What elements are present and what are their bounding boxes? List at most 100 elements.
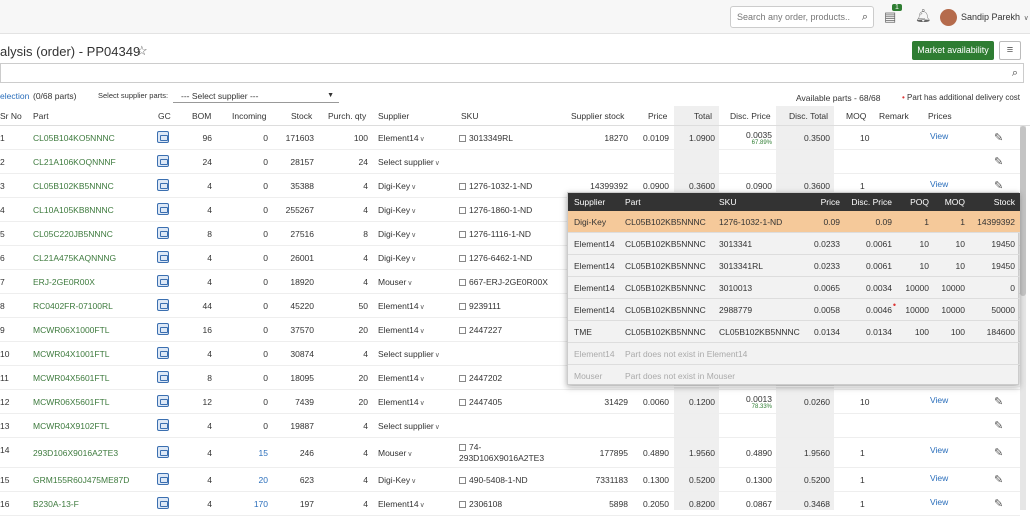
col-part[interactable]: Part [33, 111, 49, 121]
cart-icon[interactable]: ▤ [884, 9, 897, 24]
pencil-icon[interactable]: ✎ [994, 396, 1004, 408]
supplier-dropdown[interactable]: Element14∨ [378, 373, 425, 383]
supplier-dropdown[interactable]: Element14∨ [378, 397, 425, 407]
col-prices[interactable]: Prices [928, 111, 952, 121]
table-row[interactable]: 3 CL05B102KB5NNNC 4 0 35388 4 Digi-Key∨ 1276-10… [0, 174, 1020, 198]
table-search-input[interactable]: ⌕ [0, 63, 1024, 83]
supplier-dropdown[interactable]: Element14∨ [378, 499, 425, 509]
col-sku[interactable]: SKU [461, 111, 479, 121]
pencil-icon[interactable]: ✎ [994, 474, 1004, 486]
view-prices-link[interactable]: View [930, 395, 949, 405]
bell-icon[interactable]: 🔔︎ [915, 8, 932, 23]
col-disc-total[interactable]: Disc. Total [789, 111, 829, 121]
part-link[interactable]: B230A-13-F [33, 499, 79, 509]
gc-icon[interactable] [157, 131, 169, 143]
external-link-icon[interactable] [459, 375, 466, 382]
gc-icon[interactable] [157, 155, 169, 167]
supplier-select[interactable]: --- Select supplier --- ▼ [173, 89, 339, 103]
supplier-dropdown[interactable]: Digi-Key∨ [378, 181, 417, 191]
part-link[interactable]: 293D106X9016A2TE3 [33, 448, 119, 458]
col-stock[interactable]: Stock [291, 111, 313, 121]
col-supplier-stock[interactable]: Supplier stock [571, 111, 625, 121]
external-link-icon[interactable] [459, 135, 466, 142]
table-row[interactable]: 1 CL05B104KO5NNNC 96 0 171603 100 Element14∨ 30… [0, 126, 1020, 150]
part-link[interactable]: MCWR06X1000FTL [33, 325, 110, 335]
popup-row[interactable]: TME CL05B102KB5NNNC CL05B102KB5NNNC 0.0134 0… [568, 321, 1020, 343]
gc-icon[interactable] [157, 299, 169, 311]
purch-qty-value[interactable]: 4 [363, 448, 368, 458]
external-link-icon[interactable] [459, 207, 466, 214]
col-moq[interactable]: MOQ [846, 111, 867, 121]
part-link[interactable]: CL05B104KO5NNNC [33, 133, 115, 143]
purch-qty-value[interactable]: 4 [363, 277, 368, 287]
purch-qty-value[interactable]: 4 [363, 205, 368, 215]
gc-icon[interactable] [157, 347, 169, 359]
table-row[interactable]: 10 MCWR04X1001FTL 4 0 30874 4 Select supplier∨… [0, 342, 1020, 366]
incoming-value[interactable]: 170 [253, 499, 268, 509]
scrollbar-thumb[interactable] [1020, 126, 1026, 296]
purch-qty-value[interactable]: 24 [358, 157, 368, 167]
search-icon[interactable]: ⌕ [1011, 67, 1018, 79]
market-availability-button[interactable]: Market availability [912, 41, 994, 60]
external-link-icon[interactable] [459, 327, 466, 334]
part-link[interactable]: CL05B102KB5NNNC [33, 181, 114, 191]
view-prices-link[interactable]: View [930, 131, 949, 141]
gc-icon[interactable] [157, 251, 169, 263]
part-link[interactable]: CL10A105KB8NNNC [33, 205, 114, 215]
popup-row[interactable]: Element14 CL05B102KB5NNNC 3013341RL 0.0233 0… [568, 255, 1020, 277]
col-bom[interactable]: BOM [192, 111, 212, 121]
supplier-dropdown[interactable]: Mouser∨ [378, 448, 413, 458]
table-row[interactable]: 14 293D106X9016A2TE3 4 15 246 4 Mouser∨ 74-293D… [0, 438, 1020, 468]
purch-qty-value[interactable]: 4 [363, 421, 368, 431]
supplier-dropdown[interactable]: Select supplier∨ [378, 349, 440, 359]
supplier-dropdown[interactable]: Select supplier∨ [378, 157, 440, 167]
table-row[interactable]: 13 MCWR04X9102FTL 4 0 19887 4 Select supplier∨… [0, 414, 1020, 438]
col-price[interactable]: Price [648, 111, 668, 121]
external-link-icon[interactable] [459, 477, 466, 484]
search-icon[interactable]: ⌕ [861, 11, 868, 23]
table-row[interactable]: 12 MCWR06X5601FTL 12 0 7439 20 Element14∨ 24474… [0, 390, 1020, 414]
pencil-icon[interactable]: ✎ [994, 132, 1004, 144]
purch-qty-value[interactable]: 4 [363, 349, 368, 359]
external-link-icon[interactable] [459, 183, 466, 190]
col-total[interactable]: Total [694, 111, 712, 121]
table-row[interactable]: 2 CL21A106KOQNNNF 24 0 28157 24 Select supplie… [0, 150, 1020, 174]
supplier-dropdown[interactable]: Digi-Key∨ [378, 253, 417, 263]
supplier-dropdown[interactable]: Digi-Key∨ [378, 205, 417, 215]
col-purch-qty[interactable]: Purch. qty [328, 111, 367, 121]
user-name[interactable]: Sandip Parekh ∨ [961, 12, 1029, 22]
purch-qty-value[interactable]: 100 [353, 133, 368, 143]
pencil-icon[interactable]: ✎ [994, 447, 1004, 459]
purch-qty-value[interactable]: 20 [358, 325, 368, 335]
external-link-icon[interactable] [459, 444, 466, 451]
part-link[interactable]: MCWR04X5601FTL [33, 373, 110, 383]
popup-row[interactable]: Digi-Key CL05B102KB5NNNC 1276-1032-1-ND 0.0… [568, 211, 1020, 233]
part-link[interactable]: CL21A475KAQNNNG [33, 253, 117, 263]
pencil-icon[interactable]: ✎ [994, 420, 1004, 432]
supplier-dropdown[interactable]: Element14∨ [378, 301, 425, 311]
col-gc[interactable]: GC [158, 111, 171, 121]
gc-icon[interactable] [157, 395, 169, 407]
external-link-icon[interactable] [459, 399, 466, 406]
view-prices-link[interactable]: View [930, 179, 949, 189]
gc-icon[interactable] [157, 473, 169, 485]
incoming-value[interactable]: 15 [258, 448, 268, 458]
scrollbar[interactable] [1020, 126, 1026, 510]
gc-icon[interactable] [157, 179, 169, 191]
col-sr[interactable]: Sr No [0, 111, 22, 121]
gc-icon[interactable] [157, 419, 169, 431]
gc-icon[interactable] [157, 203, 169, 215]
col-incoming[interactable]: Incoming [232, 111, 267, 121]
incoming-value[interactable]: 20 [258, 475, 268, 485]
part-link[interactable]: ERJ-2GE0R00X [33, 277, 95, 287]
part-link[interactable]: CL05C220JB5NNNC [33, 229, 113, 239]
purch-qty-value[interactable]: 4 [363, 499, 368, 509]
selection-link[interactable]: election [0, 91, 30, 101]
supplier-dropdown[interactable]: Select supplier∨ [378, 421, 440, 431]
pencil-icon[interactable]: ✎ [994, 180, 1004, 192]
table-row[interactable]: 5 CL05C220JB5NNNC 8 0 27516 8 Digi-Key∨ 1276-11… [0, 222, 1020, 246]
external-link-icon[interactable] [459, 255, 466, 262]
table-row[interactable]: 11 MCWR04X5601FTL 8 0 18095 20 Element14∨ 24472… [0, 366, 1020, 390]
popup-row[interactable]: Element14 CL05B102KB5NNNC 2988779 0.0058 0.0… [568, 299, 1020, 321]
external-link-icon[interactable] [459, 279, 466, 286]
